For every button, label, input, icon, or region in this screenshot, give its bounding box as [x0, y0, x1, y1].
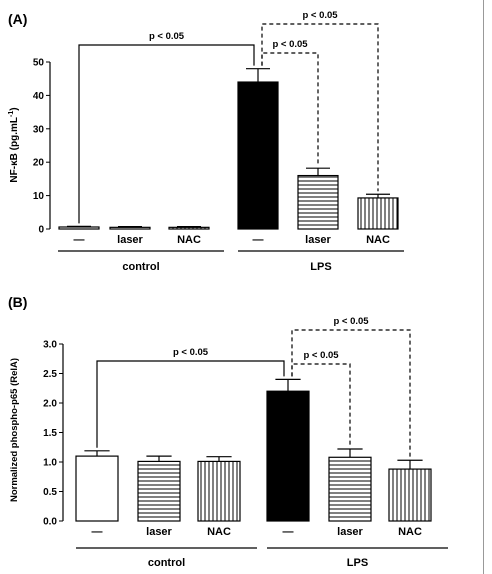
- panel-b-y-tick-label: 1.5: [43, 428, 57, 439]
- panel-a-bar: [237, 81, 279, 230]
- panel-b-y-tick-label: 3.0: [43, 340, 57, 351]
- panel-a-y-axis-label-sup: -1: [8, 111, 15, 117]
- panel-b-y-tick-label: 0.5: [43, 487, 57, 498]
- panel-a-group-label: control: [122, 261, 159, 273]
- panel-a-y-axis-label-main: NF-κB (pg.mL: [9, 117, 20, 183]
- panel-b-bar: [197, 460, 241, 522]
- panel-b-category-label: —: [92, 526, 103, 538]
- panel-b-category-label: NAC: [398, 526, 422, 538]
- panel-a-category-label: —: [253, 234, 264, 246]
- panel-b-bar: [75, 455, 119, 522]
- panel-b-label: (B): [8, 294, 27, 310]
- panel-a-bar: [297, 174, 339, 230]
- panel-a-category-label: laser: [117, 234, 143, 246]
- panel-a-category-label: laser: [305, 234, 331, 246]
- panel-b-significance-label: p < 0.05: [333, 316, 369, 327]
- panel-a-y-axis-label: NF-κB (pg.mL-1): [8, 107, 20, 182]
- panel-b-significance-label: p < 0.05: [303, 350, 339, 361]
- panel-a-significance-bracket: [261, 23, 379, 192]
- panel-a-y-tick-label: 30: [33, 124, 45, 135]
- panel-a-label: (A): [8, 11, 27, 27]
- panel-a-bar: [109, 226, 151, 230]
- panel-a: (A) NF-κB (pg.mL-1) 0 10 20 30 40 50 — laser NAC…: [8, 10, 404, 273]
- panel-b-y-axis-label: Normalized phospho-p65 (RelA): [9, 358, 20, 502]
- panel-a-group-label: LPS: [310, 261, 331, 273]
- panel-a-y-tick-label: 40: [33, 91, 45, 102]
- panel-b-group-label: LPS: [347, 557, 368, 569]
- panel-b-bar: [137, 460, 181, 522]
- figure-border: [483, 0, 484, 574]
- panel-b-category-label: —: [283, 526, 294, 538]
- panel-a-category-label: NAC: [366, 234, 390, 246]
- panel-a-y-tick-label: 0: [38, 225, 44, 236]
- panel-a-significance-label: p < 0.05: [149, 31, 185, 42]
- panel-b-category-label: NAC: [207, 526, 231, 538]
- panel-b-significance-label: p < 0.05: [173, 347, 209, 358]
- panel-b-significance-bracket: [96, 360, 285, 448]
- panel-b-y-tick-label: 0.0: [43, 517, 57, 528]
- panel-b-significance-bracket: [291, 329, 411, 458]
- panel-b-category-label: laser: [337, 526, 363, 538]
- panel-a-y-tick-label: 10: [33, 191, 45, 202]
- panel-a-category-label: NAC: [177, 234, 201, 246]
- panel-a-significance-bracket: [78, 44, 255, 224]
- panel-b-y-tick-label: 2.0: [43, 399, 57, 410]
- panel-b-bar: [328, 456, 372, 522]
- panel-a-significance-label: p < 0.05: [302, 10, 338, 21]
- panel-a-y-axis-label-tail: ): [9, 107, 20, 110]
- panel-a-bar: [58, 226, 100, 230]
- panel-a-significance-label: p < 0.05: [272, 39, 308, 50]
- panel-b-y-tick-label: 2.5: [43, 369, 57, 380]
- panel-b-bar: [388, 468, 432, 522]
- panel-b-bar: [266, 390, 310, 522]
- panel-a-bar: [168, 226, 210, 230]
- panel-a-bar: [357, 197, 399, 230]
- panel-b: (B) Normalized phospho-p65 (RelA) 0.0 0.5…: [8, 294, 448, 569]
- panel-b-group-label: control: [148, 557, 185, 569]
- panel-a-y-tick-label: 50: [33, 58, 45, 69]
- panel-a-category-label: —: [74, 234, 85, 246]
- panel-b-y-tick-label: 1.0: [43, 458, 57, 469]
- panel-a-y-tick-label: 20: [33, 158, 45, 169]
- panel-b-category-label: laser: [146, 526, 172, 538]
